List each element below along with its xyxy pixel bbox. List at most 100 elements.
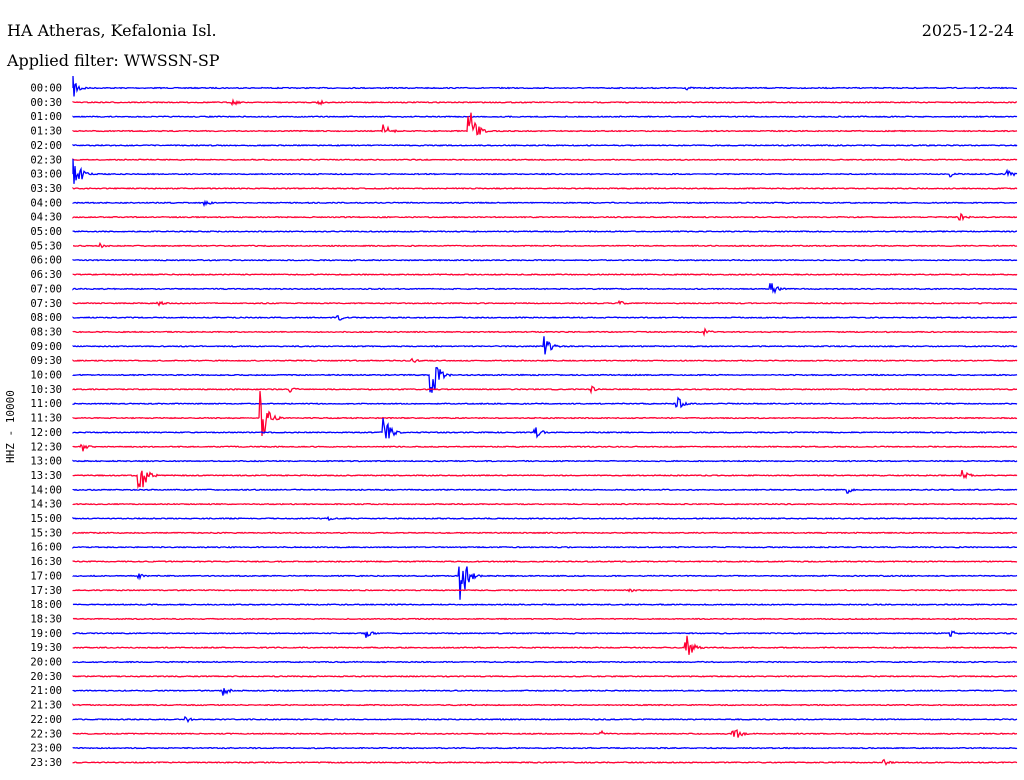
time-tick-label: 01:00 <box>30 111 62 123</box>
trace-line <box>72 443 1018 452</box>
time-tick-label: 23:30 <box>30 757 62 769</box>
time-tick-label: 20:00 <box>30 657 62 669</box>
time-tick-label: 14:00 <box>30 484 62 496</box>
trace-line <box>72 675 1018 678</box>
time-tick-label: 04:30 <box>30 212 62 224</box>
time-tick-label: 22:00 <box>30 714 62 726</box>
time-tick-label: 12:30 <box>30 441 62 453</box>
time-tick-label: 03:30 <box>30 183 62 195</box>
trace-line <box>72 98 1018 107</box>
trace-line <box>72 728 1018 738</box>
trace-line <box>72 715 1018 724</box>
trace-line <box>72 502 1018 506</box>
trace-line <box>72 230 1017 233</box>
time-tick-label: 16:00 <box>30 542 62 554</box>
trace-line <box>72 418 1018 439</box>
trace-line <box>72 746 1018 750</box>
time-tick-label: 08:30 <box>30 326 62 338</box>
trace-line <box>72 212 1017 222</box>
trace-line <box>72 366 1018 393</box>
time-tick-label: 00:00 <box>30 83 62 95</box>
time-tick-label: 04:00 <box>30 197 62 209</box>
trace-line <box>72 336 1018 355</box>
trace-line <box>72 258 1018 262</box>
trace-line <box>72 315 1018 321</box>
trace-line <box>72 617 1018 621</box>
time-tick-label: 21:00 <box>30 685 62 697</box>
trace-line <box>72 385 1017 395</box>
station-title: HA Atheras, Kefalonia Isl. <box>7 21 217 40</box>
trace-line <box>72 703 1018 707</box>
time-tick-label: 17:30 <box>30 585 62 597</box>
trace-line <box>72 143 1018 147</box>
trace-line <box>72 515 1018 522</box>
trace-line <box>72 115 1018 119</box>
time-tick-label: 06:30 <box>30 269 62 281</box>
trace-line <box>72 158 1018 162</box>
time-tick-label: 05:30 <box>30 240 62 252</box>
time-tick-label: 03:00 <box>30 169 62 181</box>
time-tick-label: 10:00 <box>30 370 62 382</box>
trace-line <box>72 560 1018 563</box>
time-tick-label: 00:30 <box>30 97 62 109</box>
time-tick-label: 13:00 <box>30 456 62 468</box>
time-tick-label: 15:00 <box>30 513 62 525</box>
trace-line <box>72 391 1018 437</box>
time-tick-label: 09:30 <box>30 355 62 367</box>
time-tick-label: 05:00 <box>30 226 62 238</box>
trace-line <box>72 459 1018 463</box>
time-tick-label: 02:30 <box>30 154 62 166</box>
trace-line <box>72 660 1017 664</box>
time-tick-label: 19:30 <box>30 642 62 654</box>
trace-line <box>72 299 1018 307</box>
time-tick-label: 11:00 <box>30 398 62 410</box>
time-tick-label: 07:00 <box>30 283 62 295</box>
trace-line <box>72 186 1018 190</box>
trace-line <box>72 469 1018 490</box>
trace-line <box>73 241 1018 249</box>
trace-line <box>72 630 1018 638</box>
trace-line <box>72 158 1018 184</box>
time-tick-label: 14:30 <box>30 499 62 511</box>
trace-line <box>72 327 1018 338</box>
time-tick-label: 07:30 <box>30 298 62 310</box>
date-label: 2025-12-24 <box>921 21 1014 40</box>
time-tick-label: 20:30 <box>30 671 62 683</box>
time-tick-label: 17:00 <box>30 570 62 582</box>
trace-line <box>72 635 1018 655</box>
trace-line <box>72 566 1018 600</box>
trace-line <box>72 531 1018 535</box>
trace-line <box>72 588 1018 593</box>
trace-line <box>72 283 1018 295</box>
time-tick-label: 10:30 <box>30 384 62 396</box>
time-tick-label: 18:30 <box>30 613 62 625</box>
trace-line <box>72 396 1018 409</box>
trace-line <box>72 758 1018 766</box>
time-tick-label: 12:00 <box>30 427 62 439</box>
time-tick-label: 15:30 <box>30 527 62 539</box>
time-tick-label: 01:30 <box>30 126 62 138</box>
time-tick-label: 19:00 <box>30 628 62 640</box>
time-tick-label: 16:30 <box>30 556 62 568</box>
time-tick-label: 08:00 <box>30 312 62 324</box>
trace-line <box>72 603 1018 607</box>
trace-line <box>72 688 1018 696</box>
time-tick-label: 02:00 <box>30 140 62 152</box>
trace-line <box>72 488 1018 494</box>
time-tick-label: 13:30 <box>30 470 62 482</box>
trace-line <box>72 199 1017 208</box>
trace-line <box>72 112 1018 136</box>
time-tick-label: 11:30 <box>30 413 62 425</box>
trace-line <box>72 75 1018 97</box>
filter-label: Applied filter: WWSSN-SP <box>7 51 220 70</box>
time-tick-label: 09:00 <box>30 341 62 353</box>
time-tick-label: 06:00 <box>30 255 62 267</box>
trace-line <box>72 273 1018 276</box>
time-tick-label: 18:00 <box>30 599 62 611</box>
time-tick-label: 21:30 <box>30 700 62 712</box>
trace-line <box>72 545 1018 549</box>
trace-line <box>72 357 1018 364</box>
time-tick-label: 23:00 <box>30 743 62 755</box>
time-tick-label: 22:30 <box>30 728 62 740</box>
